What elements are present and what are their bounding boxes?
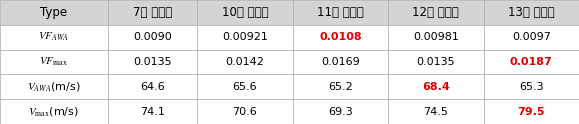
Bar xyxy=(483,99,579,124)
Bar xyxy=(108,50,197,74)
Text: $\mathit{VF}_{\mathrm{max}}$: $\mathit{VF}_{\mathrm{max}}$ xyxy=(39,56,68,68)
Bar xyxy=(388,99,483,124)
Bar xyxy=(0,25,108,50)
Bar xyxy=(108,99,197,124)
Bar xyxy=(388,25,483,50)
Bar xyxy=(0,74,108,99)
Bar xyxy=(108,25,197,50)
Bar xyxy=(292,99,388,124)
Text: 74.5: 74.5 xyxy=(423,107,448,117)
Bar xyxy=(108,0,197,25)
Text: 0.0135: 0.0135 xyxy=(416,57,455,67)
Bar xyxy=(0,99,108,124)
Bar xyxy=(483,0,579,25)
Bar xyxy=(0,50,108,74)
Bar xyxy=(292,74,388,99)
Text: 65.6: 65.6 xyxy=(233,82,257,92)
Text: 13번 케이스: 13번 케이스 xyxy=(508,6,555,19)
Text: 70.6: 70.6 xyxy=(232,107,257,117)
Bar xyxy=(197,74,292,99)
Text: 7번 케이스: 7번 케이스 xyxy=(133,6,172,19)
Text: 64.6: 64.6 xyxy=(140,82,165,92)
Text: 69.3: 69.3 xyxy=(328,107,353,117)
Bar xyxy=(292,50,388,74)
Text: 10번 케이스: 10번 케이스 xyxy=(222,6,268,19)
Text: Type: Type xyxy=(41,6,68,19)
Text: 65.3: 65.3 xyxy=(519,82,544,92)
Text: 79.5: 79.5 xyxy=(518,107,545,117)
Text: 0.0187: 0.0187 xyxy=(510,57,552,67)
Bar xyxy=(483,25,579,50)
Bar xyxy=(483,74,579,99)
Text: 0.00981: 0.00981 xyxy=(413,32,459,42)
Bar xyxy=(197,0,292,25)
Text: 0.0135: 0.0135 xyxy=(133,57,172,67)
Text: $\mathit{V}_{\mathrm{max}}$(m/s): $\mathit{V}_{\mathrm{max}}$(m/s) xyxy=(28,105,79,118)
Text: 11번 케이스: 11번 케이스 xyxy=(317,6,364,19)
Text: 0.00921: 0.00921 xyxy=(222,32,267,42)
Bar xyxy=(197,99,292,124)
Bar xyxy=(483,50,579,74)
Text: 0.0142: 0.0142 xyxy=(225,57,264,67)
Bar xyxy=(388,0,483,25)
Text: 0.0108: 0.0108 xyxy=(319,32,362,42)
Bar xyxy=(0,0,108,25)
Text: $\mathit{V}_{AWA}$(m/s): $\mathit{V}_{AWA}$(m/s) xyxy=(27,80,80,93)
Bar xyxy=(388,74,483,99)
Bar xyxy=(292,0,388,25)
Bar xyxy=(197,50,292,74)
Text: 12번 케이스: 12번 케이스 xyxy=(412,6,459,19)
Text: 68.4: 68.4 xyxy=(422,82,450,92)
Text: $\mathit{VF}_{AWA}$: $\mathit{VF}_{AWA}$ xyxy=(38,31,69,43)
Bar xyxy=(388,50,483,74)
Bar xyxy=(292,25,388,50)
Bar xyxy=(108,74,197,99)
Text: 0.0090: 0.0090 xyxy=(133,32,172,42)
Text: 0.0169: 0.0169 xyxy=(321,57,360,67)
Bar xyxy=(197,25,292,50)
Text: 74.1: 74.1 xyxy=(140,107,165,117)
Text: 65.2: 65.2 xyxy=(328,82,353,92)
Text: 0.0097: 0.0097 xyxy=(512,32,551,42)
